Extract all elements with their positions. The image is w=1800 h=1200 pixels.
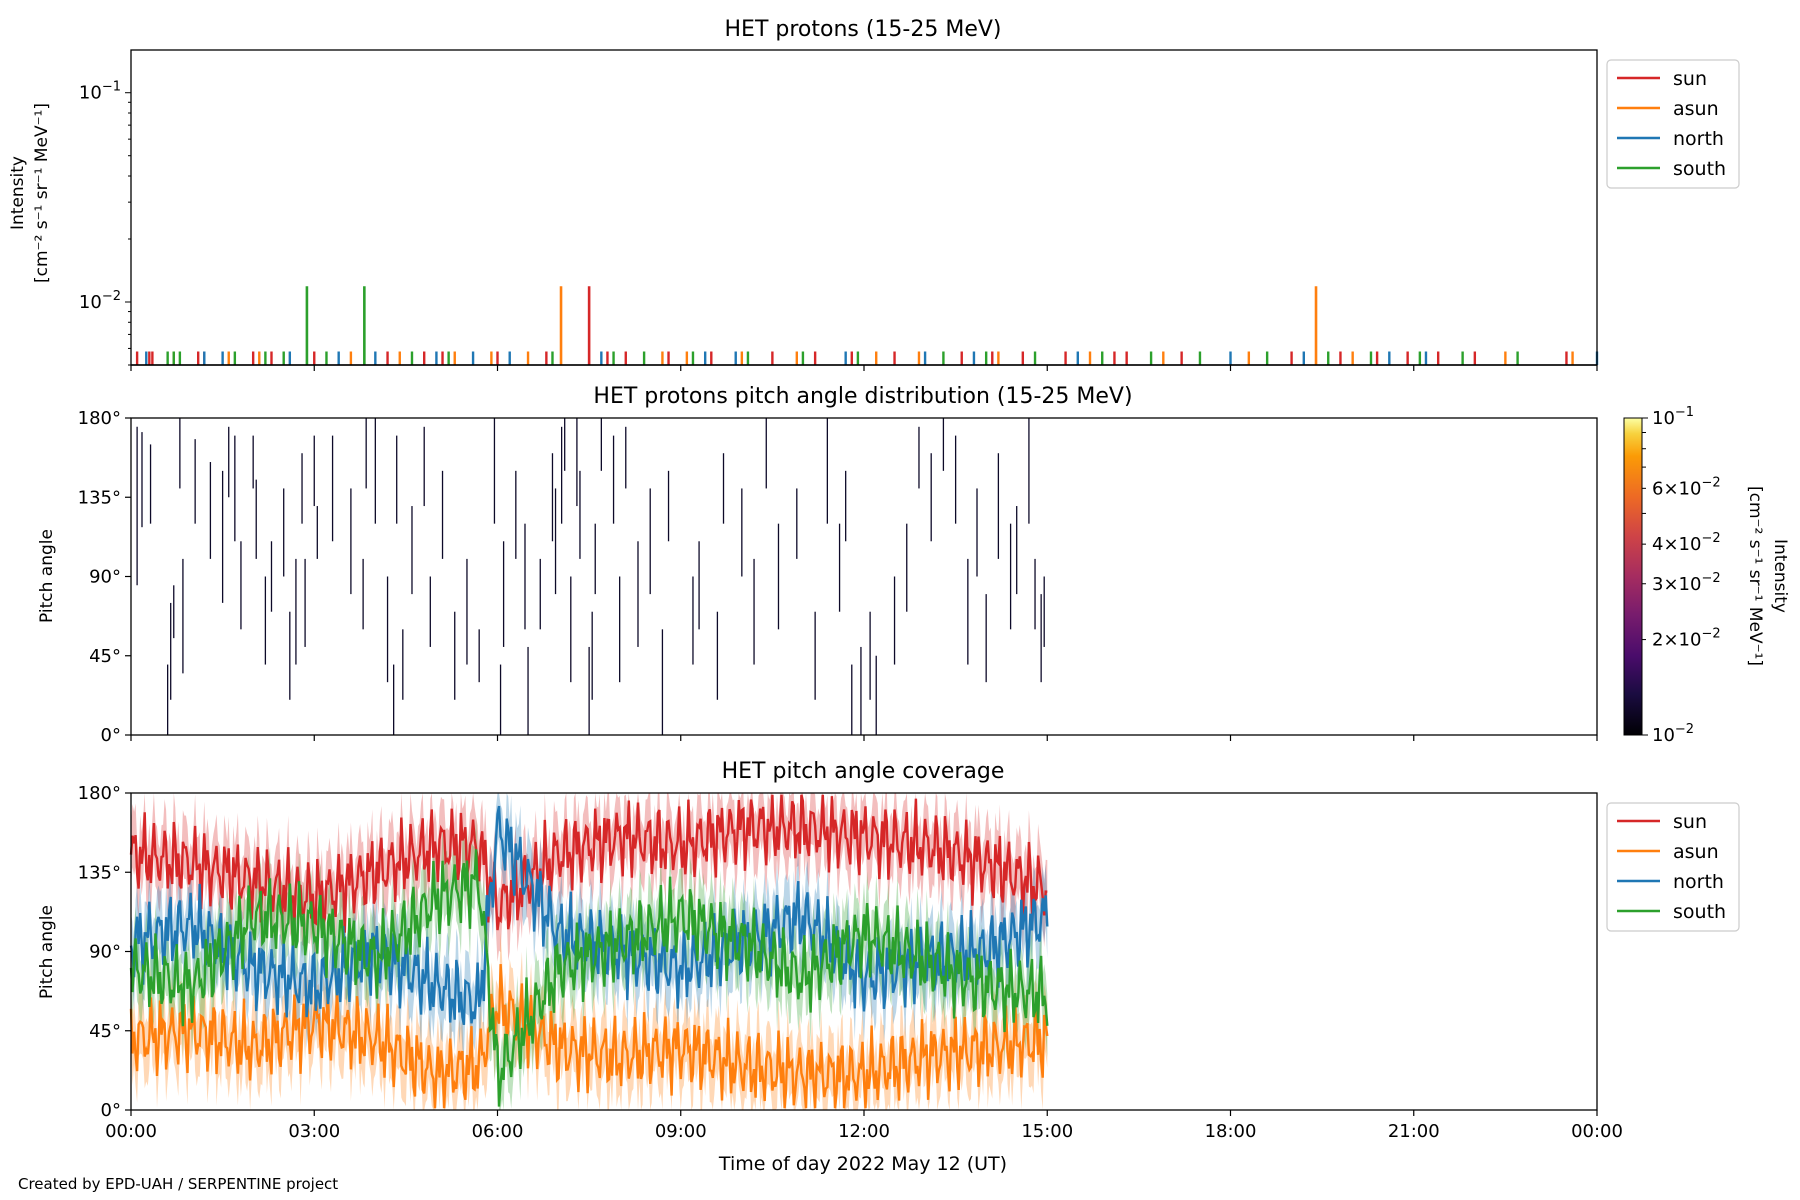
colorbar-gradient: [1623, 417, 1643, 736]
legend-3-south: south: [1673, 901, 1726, 923]
y-tick-label: 10−2: [79, 289, 121, 313]
panel-2-plot-area: [136, 418, 1045, 735]
y-tick-label: 10−1: [79, 80, 121, 104]
legend-3-sun: sun: [1673, 811, 1707, 833]
colorbar-label-line1: Intensity: [1770, 539, 1790, 613]
x-tick-label: 00:00: [105, 1121, 157, 1142]
coverage-band-sun: [131, 793, 1048, 965]
panel-3-plot-area: [129, 793, 1049, 1110]
panel-pad: HET protons pitch angle distribution (15…: [37, 384, 1790, 746]
colorbar-tick-label: 10−2: [1652, 722, 1694, 746]
y-tick-label: 90°: [89, 567, 121, 588]
x-tick-label: 00:00: [1571, 1121, 1623, 1142]
panel-2-x-axis: [130, 735, 1598, 741]
y-tick-label: 45°: [89, 1021, 121, 1042]
panel-1-legend: sun asun north south: [1606, 59, 1740, 189]
panel-3-y-axis: 0° 45° 90° 135° 180°: [78, 783, 131, 1121]
panel-3-ylabel: Pitch angle: [37, 905, 57, 999]
panel-1-ylabel-line2: [cm⁻² s⁻¹ sr⁻¹ MeV⁻¹]: [32, 103, 52, 283]
y-tick-label: 0°: [101, 1100, 121, 1121]
colorbar-tick-label: 2×10−2: [1652, 627, 1721, 651]
y-tick-label: 180°: [78, 783, 121, 804]
y-tick-label: 45°: [89, 646, 121, 667]
panel-2-ylabel: Pitch angle: [37, 529, 57, 623]
legend-1-asun: asun: [1673, 98, 1719, 120]
panel-1-y-axis: 10−1 10−2: [79, 80, 131, 366]
panel-3-legend: sun asun north south: [1606, 802, 1740, 932]
panel-1-x-axis: [130, 365, 1598, 371]
y-tick-label: 135°: [78, 862, 121, 883]
legend-1-north: north: [1673, 128, 1724, 150]
coverage-band-asun: [131, 932, 1048, 1110]
panel-1-ylabel-line1: Intensity: [8, 156, 28, 230]
x-tick-label: 18:00: [1205, 1121, 1257, 1142]
coverage-line-south: [129, 849, 1049, 1107]
coverage-band-south: [131, 817, 1048, 1110]
colorbar: 10−1 6×10−2 4×10−2 3×10−2 2×10−2 10−2 Intensi…: [1623, 405, 1790, 746]
coverage-line-asun: [129, 964, 1049, 1109]
y-tick-label: 180°: [78, 408, 121, 429]
colorbar-label-line2: [cm⁻² s⁻¹ sr⁻¹ MeV⁻¹]: [1745, 486, 1765, 666]
y-tick-label: 90°: [89, 942, 121, 963]
panel-1-frame: [130, 49, 1598, 366]
coverage-line-sun: [129, 794, 1048, 933]
panel-1-plot-area: [131, 286, 1599, 366]
panel-coverage: HET pitch angle coverage Pitch angle 0° 4…: [37, 759, 1740, 1142]
legend-3-north: north: [1673, 871, 1724, 893]
x-tick-label: 21:00: [1388, 1121, 1440, 1142]
panel-3-x-axis: 00:00 03:00 06:00 09:00 12:00 15:00 18:00 21:00…: [105, 1110, 1623, 1142]
panel-intensity: HET protons (15-25 MeV) Intensity [cm⁻² …: [8, 17, 1740, 371]
colorbar-ticks: 10−1 6×10−2 4×10−2 3×10−2 2×10−2 10−2: [1642, 405, 1721, 746]
colorbar-tick-label: 10−1: [1652, 405, 1694, 429]
y-tick-label: 135°: [78, 487, 121, 508]
panel-1-title: HET protons (15-25 MeV): [725, 17, 1002, 42]
panel-2-title: HET protons pitch angle distribution (15…: [593, 384, 1132, 409]
x-tick-label: 12:00: [838, 1121, 890, 1142]
y-tick-label: 0°: [101, 725, 121, 746]
x-tick-label: 03:00: [288, 1121, 340, 1142]
x-tick-label: 15:00: [1021, 1121, 1073, 1142]
colorbar-tick-label: 6×10−2: [1652, 475, 1721, 499]
credit-text: Created by EPD-UAH / SERPENTINE project: [18, 1175, 339, 1193]
panel-3-title: HET pitch angle coverage: [722, 759, 1005, 784]
legend-1-sun: sun: [1673, 68, 1707, 90]
legend-1-south: south: [1673, 158, 1726, 180]
legend-3-asun: asun: [1673, 841, 1719, 863]
x-tick-label: 06:00: [472, 1121, 524, 1142]
panel-2-y-axis: 0° 45° 90° 135° 180°: [78, 408, 131, 746]
x-tick-label: 09:00: [655, 1121, 707, 1142]
x-axis-label: Time of day 2022 May 12 (UT): [718, 1153, 1007, 1175]
colorbar-tick-label: 4×10−2: [1652, 531, 1721, 555]
colorbar-tick-label: 3×10−2: [1652, 571, 1721, 595]
